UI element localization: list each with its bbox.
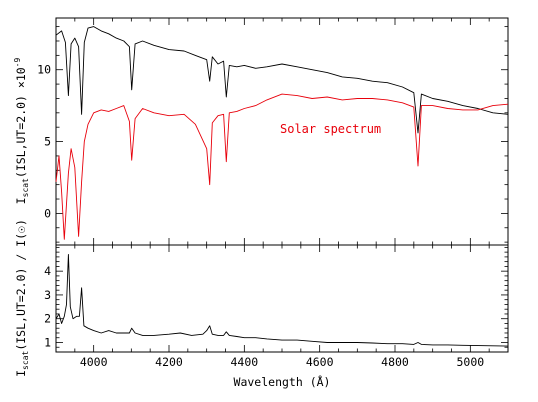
bottom-ticks [55, 245, 509, 353]
top-ylabel-main: I [14, 197, 28, 204]
x-tick-label: 5000 [456, 355, 484, 369]
x-tick-label: 4600 [306, 355, 334, 369]
solar-spectrum-line [55, 93, 509, 240]
bottom-y-tick-label: 2 [44, 312, 51, 326]
top-panel: 0 5 10 Solar spectrum Iscat(ISL,UT=2.0) ×1… [13, 17, 509, 246]
top-ylabel-superscript: -9 [13, 58, 22, 68]
bottom-y-axis-label: Iscat(ISL,UT=2.0) / I(☉) [14, 219, 30, 377]
scattered-spectrum-line [55, 26, 509, 134]
x-tick-label: 4400 [230, 355, 258, 369]
bottom-y-tick-labels: 1 2 3 4 [44, 264, 51, 349]
bottom-plot-frame [55, 244, 509, 353]
top-series [55, 26, 509, 240]
top-ticks [55, 18, 509, 245]
top-y-axis-label: Iscat(ISL,UT=2.0) ×10-9 [13, 58, 30, 205]
x-tick-label: 4000 [80, 355, 108, 369]
top-ylabel-rest: (ISL,UT=2.0) ×10 [14, 67, 28, 178]
top-ylabel-subscript: scat [21, 178, 30, 197]
x-tick-label: 4200 [155, 355, 183, 369]
solar-spectrum-annotation: Solar spectrum [280, 122, 381, 136]
bottom-series [55, 254, 509, 347]
bottom-y-tick-label: 1 [44, 335, 51, 349]
bottom-y-tick-label: 4 [44, 264, 51, 278]
top-y-tick-labels: 0 5 10 [37, 63, 51, 221]
bottom-panel: 1 2 3 4 4000 4200 4400 4600 4800 5000 Wavelength… [14, 219, 509, 389]
bottom-y-tick-label: 3 [44, 288, 51, 302]
ratio-spectrum-line [55, 254, 509, 347]
top-y-tick-label: 10 [37, 63, 51, 77]
bottom-ylabel-main: I [14, 370, 28, 377]
x-tick-label: 4800 [381, 355, 409, 369]
x-axis-label: Wavelength (Å) [234, 374, 331, 389]
top-y-tick-label: 5 [44, 135, 51, 149]
bottom-ylabel-subscript: scat [21, 350, 30, 369]
top-y-tick-label: 0 [44, 206, 51, 220]
bottom-ylabel-rest: (ISL,UT=2.0) / I(☉) [14, 219, 28, 351]
bottom-x-tick-labels: 4000 4200 4400 4600 4800 5000 [80, 355, 484, 369]
